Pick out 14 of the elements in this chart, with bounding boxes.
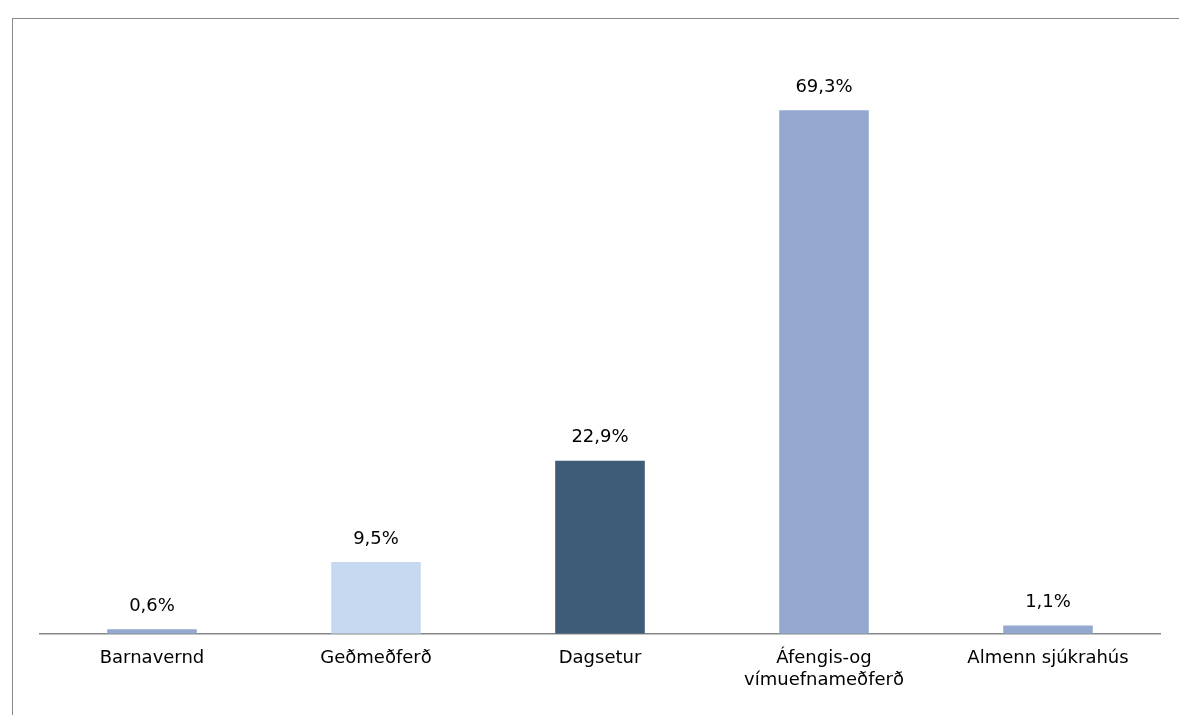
bar	[331, 562, 421, 634]
data-label: 69,3%	[795, 74, 853, 96]
x-tick-label: Dagsetur	[558, 646, 642, 668]
x-tick-label: Geðmeðferð	[320, 646, 432, 668]
data-label: 9,5%	[353, 526, 399, 548]
data-label: 22,9%	[571, 425, 629, 447]
bar	[1003, 625, 1093, 634]
x-tick-label: Áfengis-og vímuefnameðferð	[744, 646, 904, 689]
data-label: 0,6%	[129, 593, 175, 615]
x-tick-label: Barnavernd	[99, 646, 205, 668]
x-tick-label: Almenn sjúkrahús	[967, 646, 1129, 668]
data-label: 1,1%	[1025, 590, 1071, 612]
bar	[555, 460, 645, 634]
bar	[779, 110, 869, 634]
